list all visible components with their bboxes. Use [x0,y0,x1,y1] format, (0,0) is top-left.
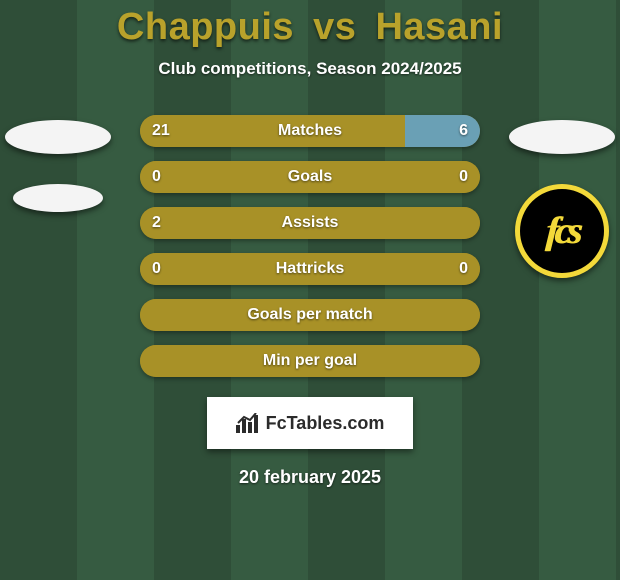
stat-bar-left-value: 21 [152,115,170,147]
stat-bar-left-value: 0 [152,253,161,285]
brand-box: FcTables.com [207,397,413,449]
content-root: Chappuis vs Hasani Club competitions, Se… [0,0,620,580]
stat-bar: Goals0 0 [140,161,480,193]
stat-bar: Min per goal [140,345,480,377]
stat-bar-label: Min per goal [140,345,480,377]
team-logo-placeholder [509,120,615,154]
title-player2: Hasani [375,6,503,48]
stat-bar: Matches21 6 [140,115,480,147]
stat-bar-left-value: 2 [152,207,161,239]
stat-bar: Goals per match [140,299,480,331]
left-team-logos [0,120,118,212]
stat-bar-right-value: 0 [459,253,468,285]
stat-bar: Assists2 [140,207,480,239]
brand-text: FcTables.com [266,413,385,434]
right-team-logos: fcs [502,120,620,278]
brand-chart-icon [236,413,260,433]
page-title: Chappuis vs Hasani [117,6,503,49]
team-logo-placeholder [5,120,111,154]
stat-bar-right-value: 6 [459,115,468,147]
title-player1: Chappuis [117,6,294,48]
comparison-bars: Matches216Goals00Assists2Hattricks00Goal… [140,115,480,377]
team-logo-placeholder [13,184,103,212]
stat-bar-label: Matches [140,115,480,147]
stat-bar-label: Assists [140,207,480,239]
stat-bar-right-value: 0 [459,161,468,193]
subtitle: Club competitions, Season 2024/2025 [158,59,461,79]
stat-bar-label: Goals [140,161,480,193]
club-badge-text: fcs [544,209,579,253]
stat-bar-label: Hattricks [140,253,480,285]
date-label: 20 february 2025 [239,467,381,488]
club-badge-fcs: fcs [515,184,609,278]
stat-bar-left-value: 0 [152,161,161,193]
title-vs: vs [313,6,356,48]
stat-bar-label: Goals per match [140,299,480,331]
stat-bar: Hattricks0 0 [140,253,480,285]
